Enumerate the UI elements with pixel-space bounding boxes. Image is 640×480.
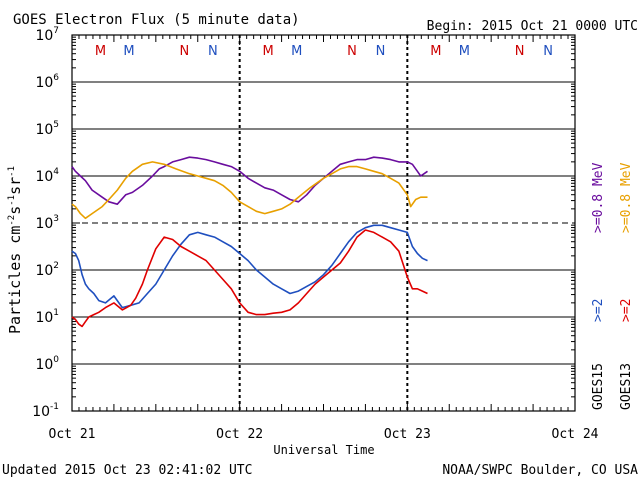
- orbit-marker-n: N: [515, 44, 525, 59]
- series-line-3: [71, 229, 428, 328]
- orbit-marker-m: M: [291, 44, 302, 59]
- legend-goes13-label: GOES13: [619, 363, 634, 410]
- y-axis-title-base: Particles cm: [6, 226, 24, 334]
- legend-goes15-label: GOES15: [591, 363, 606, 410]
- legend-goes15-low: >=2: [591, 299, 606, 322]
- y-tick-label: 107: [35, 26, 59, 44]
- credit-text: NOAA/SWPC Boulder, CO USA: [442, 463, 638, 478]
- updated-timestamp: Updated 2015 Oct 23 02:41:02 UTC: [2, 463, 252, 478]
- y-axis-title-exp3: -1: [7, 166, 17, 177]
- y-axis-title-mid: s: [6, 206, 24, 215]
- y-tick-label: 103: [35, 214, 59, 232]
- y-tick-exponent: 2: [53, 261, 59, 271]
- y-axis-title-exp1: -2: [7, 215, 17, 226]
- y-tick-exponent: 0: [53, 355, 59, 365]
- x-tick-label: Oct 24: [552, 427, 599, 442]
- y-tick-label: 102: [35, 261, 59, 279]
- series-line-0: [71, 156, 428, 205]
- orbit-marker-n: N: [347, 44, 357, 59]
- y-tick-label: 100: [35, 355, 59, 373]
- y-tick-label: 105: [35, 120, 59, 138]
- orbit-marker-n: N: [179, 44, 189, 59]
- x-tick-label: Oct 22: [216, 427, 263, 442]
- y-tick-label: 106: [35, 73, 59, 91]
- y-tick-exponent: 6: [53, 73, 59, 83]
- y-axis-title-exp2: -1: [7, 195, 17, 206]
- y-tick-label: 10-1: [32, 402, 59, 420]
- legend-goes13-high: >=0.8 MeV: [619, 162, 634, 233]
- series-line-1: [71, 161, 428, 220]
- begin-date: Begin: 2015 Oct 21 0000 UTC: [427, 19, 638, 34]
- y-tick-label: 104: [35, 167, 59, 185]
- orbit-marker-m: M: [459, 44, 470, 59]
- x-tick-label: Oct 21: [49, 427, 96, 442]
- chart-title: GOES Electron Flux (5 minute data): [13, 12, 300, 28]
- y-tick-label: 101: [35, 308, 59, 326]
- orbit-marker-n: N: [208, 44, 218, 59]
- orbit-marker-m: M: [95, 44, 106, 59]
- y-axis-title-mid2: sr: [6, 177, 24, 195]
- x-tick-label: Oct 23: [384, 427, 431, 442]
- orbit-marker-m: M: [123, 44, 134, 59]
- y-tick-exponent: 1: [53, 308, 59, 318]
- y-tick-exponent: 7: [53, 26, 59, 36]
- legend-goes15-high: >=0.8 MeV: [591, 162, 606, 233]
- orbit-marker-m: M: [263, 44, 274, 59]
- orbit-marker-n: N: [543, 44, 553, 59]
- y-tick-exponent: 3: [53, 214, 59, 224]
- orbit-marker-m: M: [430, 44, 441, 59]
- series-line-2: [71, 224, 428, 309]
- y-tick-exponent: -1: [50, 402, 59, 412]
- x-axis-title: Universal Time: [273, 443, 374, 457]
- legend-goes13-low: >=2: [619, 299, 634, 322]
- orbit-marker-n: N: [376, 44, 386, 59]
- y-tick-exponent: 4: [53, 167, 59, 177]
- legend: GOES15 >=2 >=0.8 MeV GOES13 >=2 >=0.8 Me…: [591, 162, 634, 410]
- y-tick-exponent: 5: [53, 120, 59, 130]
- y-axis-title: Particles cm-2s-1sr-1: [6, 166, 24, 334]
